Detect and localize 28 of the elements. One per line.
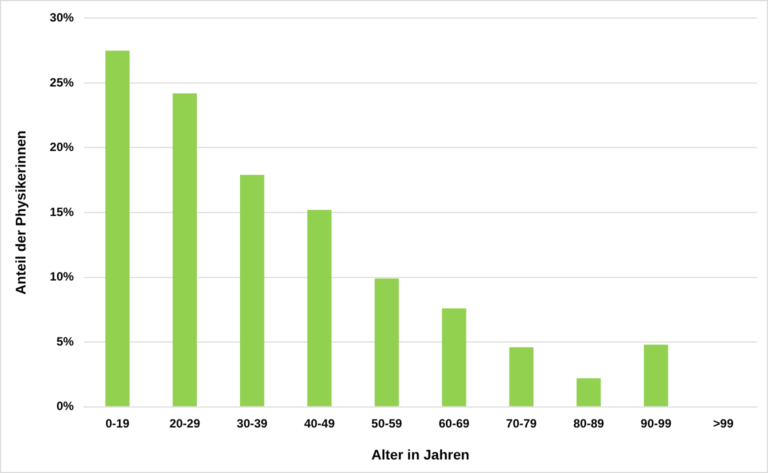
- y-tick-label: 30%: [50, 10, 74, 25]
- y-tick-label: 5%: [56, 334, 74, 348]
- x-tick-label: 50-59: [371, 416, 402, 430]
- bar: [307, 210, 332, 406]
- y-tick-label: 20%: [50, 140, 74, 154]
- x-tick-label: 60-69: [438, 416, 470, 430]
- bar: [644, 344, 668, 406]
- bar: [105, 50, 130, 406]
- bar: [509, 347, 534, 406]
- x-tick-label: 0-19: [105, 416, 130, 430]
- bar: [374, 278, 399, 406]
- y-tick-label: 10%: [50, 270, 74, 284]
- x-tick-label: 90-99: [640, 416, 672, 430]
- y-tick-label: 15%: [50, 204, 74, 219]
- x-tick-label: 30-39: [236, 416, 268, 430]
- y-tick-label: 25%: [50, 75, 74, 90]
- bar: [442, 308, 466, 406]
- x-tick-label: 70-79: [506, 416, 538, 430]
- bar: [240, 174, 264, 406]
- x-tick-label: 20-29: [169, 416, 200, 430]
- x-tick-label: >99: [713, 416, 734, 430]
- x-tick-label: 80-89: [573, 416, 604, 430]
- x-tick-label: 40-49: [304, 416, 336, 430]
- bar: [172, 93, 197, 406]
- bar: [576, 378, 601, 406]
- y-axis-title: Anteil der Physikerinnen: [12, 130, 28, 295]
- x-axis-title: Alter in Jahren: [371, 446, 470, 462]
- y-tick-label: 0%: [56, 399, 74, 414]
